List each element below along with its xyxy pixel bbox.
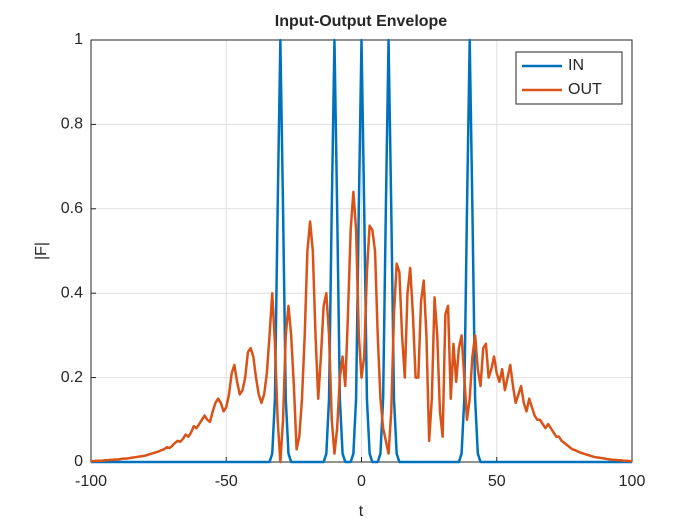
legend-box [515, 51, 623, 105]
x-tick-label: 0 [357, 473, 366, 490]
y-tick-label: 0.8 [61, 116, 83, 133]
legend-label: OUT [568, 81, 602, 98]
series-line [91, 38, 632, 464]
x-tick-label: -100 [75, 473, 107, 490]
y-tick-label: 1 [74, 31, 83, 48]
x-tick-label: 100 [619, 473, 646, 490]
legend-label: IN [568, 57, 584, 74]
y-tick-label: 0 [74, 453, 83, 470]
chart-title: Input-Output Envelope [275, 13, 448, 30]
y-tick-label: 0.2 [61, 369, 83, 386]
y-tick-label: 0.4 [61, 284, 83, 301]
x-tick-label: -50 [215, 473, 238, 490]
series-line [91, 190, 632, 464]
y-axis-label: |F| [33, 242, 50, 260]
x-axis-label: t [359, 503, 364, 520]
y-tick-label: 0.6 [61, 200, 83, 217]
x-tick-label: 50 [488, 473, 506, 490]
